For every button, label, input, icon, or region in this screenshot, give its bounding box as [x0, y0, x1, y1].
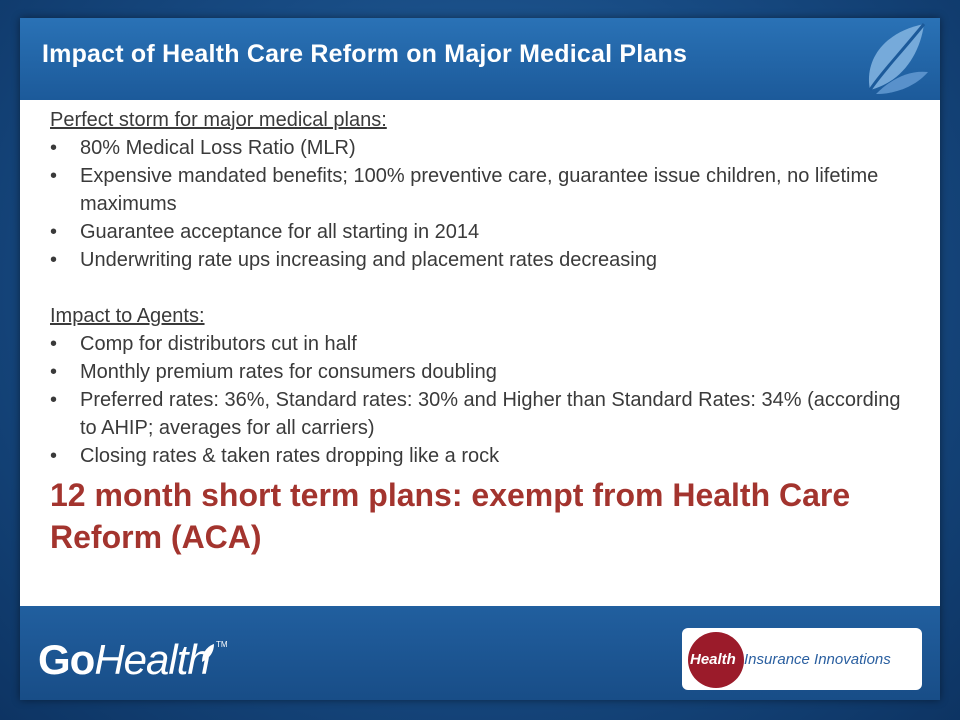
- leaf-icon: [868, 23, 928, 94]
- list-item: • Expensive mandated benefits; 100% preve…: [50, 162, 910, 218]
- trademark: TM: [216, 640, 228, 649]
- leaf-icon: [202, 644, 214, 662]
- bullet-list: • 80% Medical Loss Ratio (MLR) • Expensive…: [50, 134, 910, 274]
- list-item: • Closing rates & taken rates dropping li…: [50, 442, 910, 470]
- bullet: •: [50, 137, 58, 159]
- bullet: •: [50, 165, 58, 187]
- gohealth-logo: GoHealth: [38, 636, 211, 683]
- bullet-list: • Comp for distributors cut in half • Mont…: [50, 330, 910, 470]
- list-item: • Monthly premium rates for consumers dou…: [50, 358, 910, 386]
- bullet: •: [50, 361, 58, 383]
- bullet: •: [50, 333, 58, 355]
- section-heading: Impact to Agents:: [50, 305, 205, 327]
- highlight-text: 12 month short term plans: exempt from H…: [50, 477, 851, 555]
- bullet: •: [50, 249, 58, 271]
- hii-insurance-text: Insurance Innovations: [744, 651, 891, 668]
- list-item: • Guarantee acceptance for all starting i…: [50, 218, 910, 246]
- list-item: • Preferred rates: 36%, Standard rates: 3…: [50, 386, 910, 442]
- content-area: Perfect storm for major medical plans: •…: [20, 100, 940, 606]
- title-bar: [20, 18, 940, 100]
- hii-circle: [688, 632, 744, 688]
- list-item: • Comp for distributors cut in half: [50, 330, 910, 358]
- bullet: •: [50, 445, 58, 467]
- slide-title: Impact of Health Care Reform on Major Me…: [42, 40, 688, 68]
- hii-health-text: Health: [690, 651, 736, 668]
- list-item: • Underwriting rate ups increasing and pl…: [50, 246, 910, 274]
- section-heading: Perfect storm for major medical plans:: [50, 109, 387, 131]
- bullet: •: [50, 389, 58, 411]
- list-item: • 80% Medical Loss Ratio (MLR): [50, 134, 910, 162]
- bullet: •: [50, 221, 58, 243]
